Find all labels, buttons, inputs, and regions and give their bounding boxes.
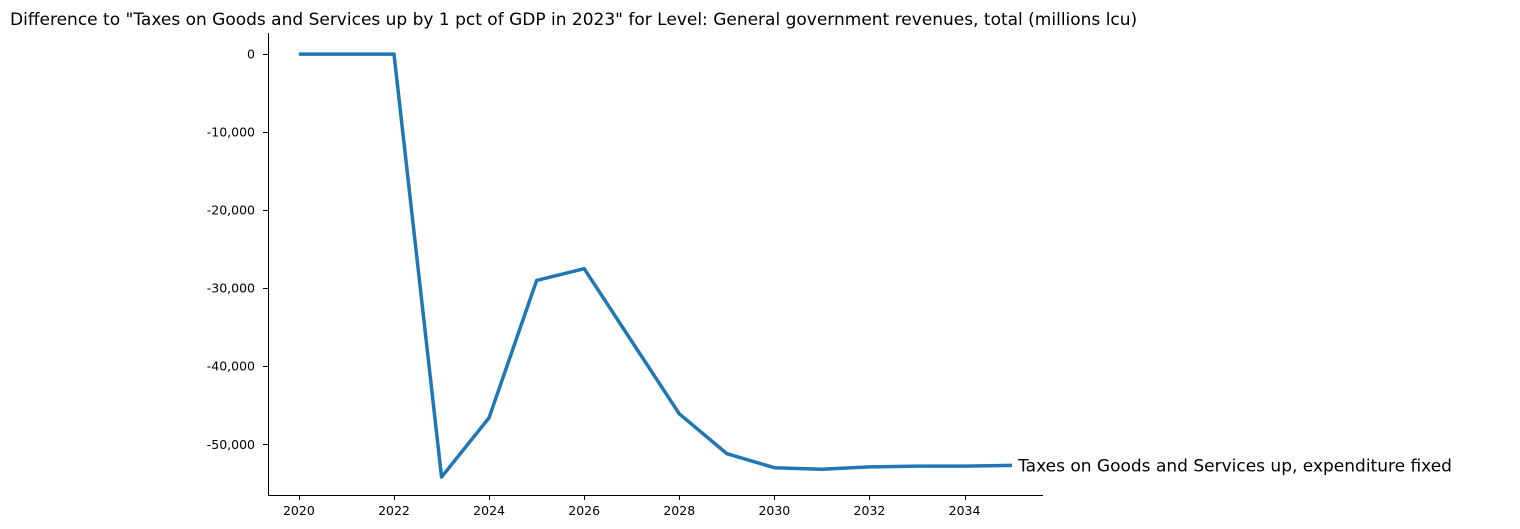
x-tick-label: 2024 [473, 503, 505, 518]
y-tick-label: -10,000 [207, 125, 255, 140]
y-tick-label: -40,000 [207, 359, 255, 374]
y-tick-label: -50,000 [207, 437, 255, 452]
series-end-label: Taxes on Goods and Services up, expendit… [1017, 456, 1452, 476]
x-tick-label: 2034 [949, 503, 981, 518]
x-tick-label: 2032 [854, 503, 886, 518]
y-axis-ticks: 0 -10,000 -20,000 -30,000 -40,000 -50,000 [207, 47, 268, 452]
x-axis-ticks: 2020 2022 2024 2026 2028 2030 2032 2034 [283, 495, 981, 518]
series-line [298, 52, 1013, 479]
y-tick-label: 0 [247, 47, 255, 62]
x-tick-label: 2026 [568, 503, 600, 518]
x-tick-label: 2020 [283, 503, 315, 518]
y-tick-label: -30,000 [207, 281, 255, 296]
plot-area: 0 -10,000 -20,000 -30,000 -40,000 -50,000 202… [207, 33, 1452, 518]
x-tick-label: 2022 [378, 503, 410, 518]
y-tick-label: -20,000 [207, 203, 255, 218]
x-tick-label: 2030 [758, 503, 790, 518]
chart-title: Difference to "Taxes on Goods and Servic… [10, 10, 1137, 30]
series-layer: Taxes on Goods and Services up, expendit… [298, 52, 1452, 479]
x-tick-label: 2028 [663, 503, 695, 518]
